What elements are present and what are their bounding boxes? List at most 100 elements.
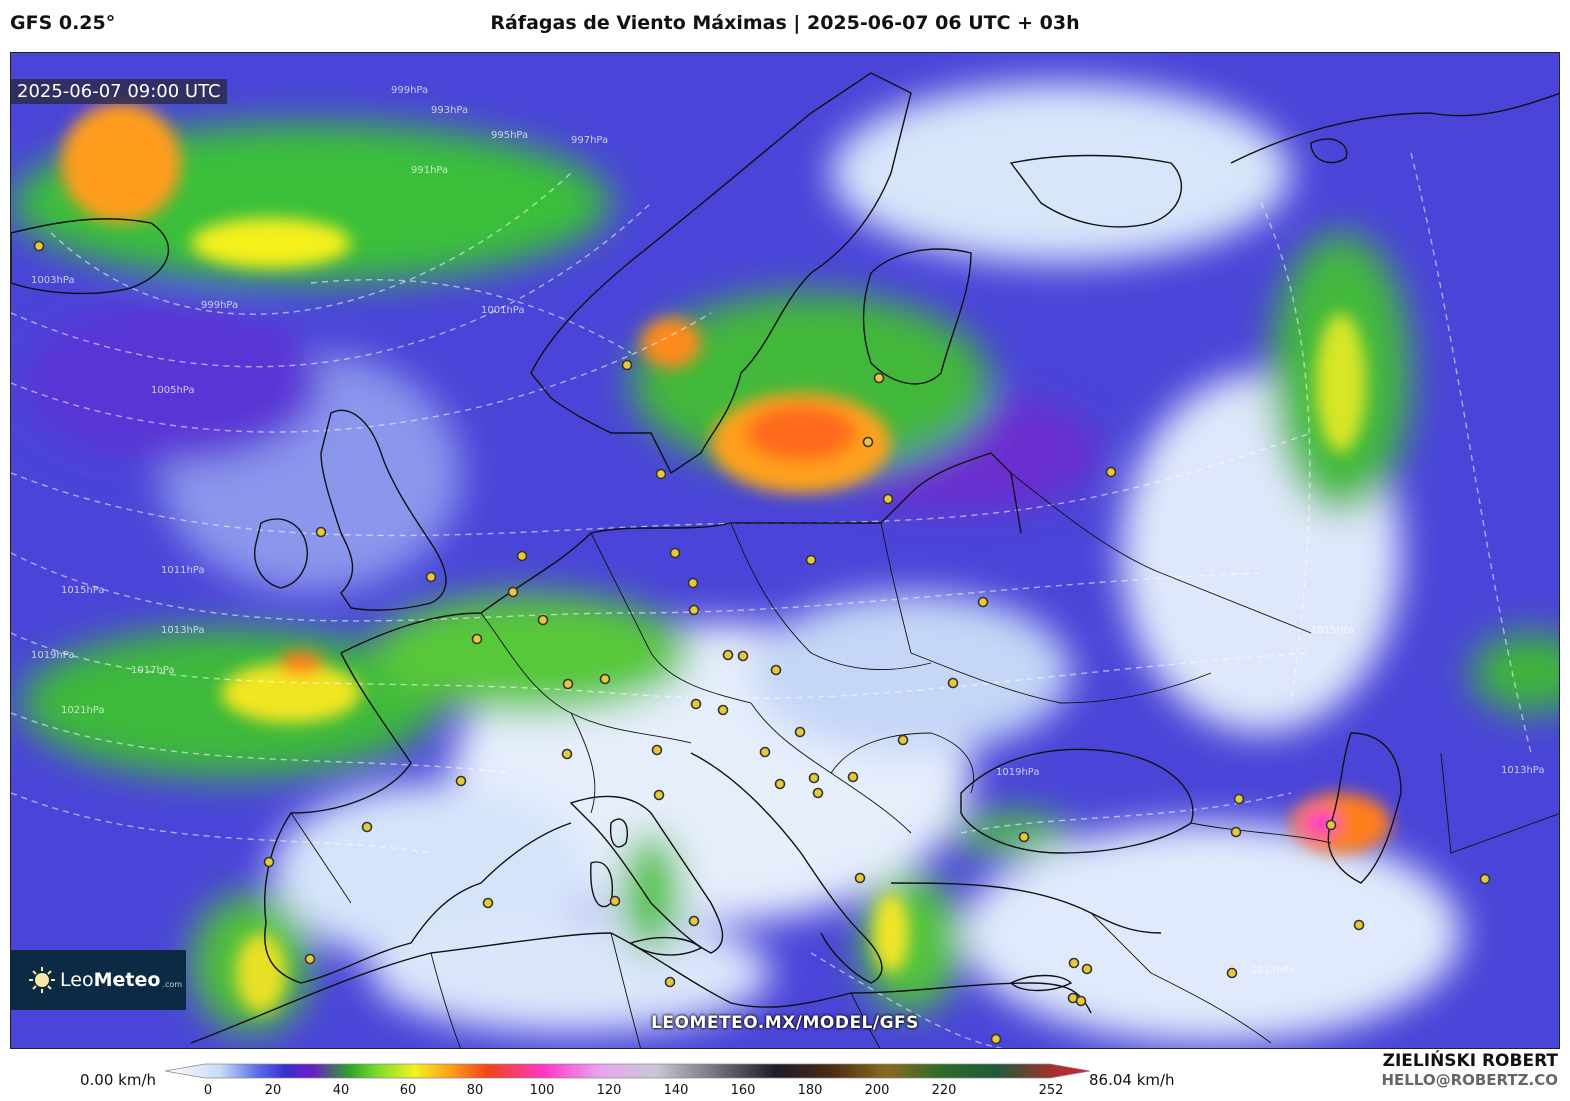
isobar-label: 995hPa bbox=[491, 130, 528, 141]
valid-time-label: 2025-06-07 09:00 UTC bbox=[11, 79, 227, 104]
colorbar-tick: 252 bbox=[1038, 1083, 1064, 1098]
logo-name: LeoMeteo bbox=[60, 969, 161, 991]
colorbar-min-label: 0.00 km/h bbox=[80, 1071, 157, 1089]
city-marker bbox=[1068, 957, 1080, 969]
leometeo-logo[interactable]: LeoMeteo .com bbox=[10, 950, 186, 1010]
city-marker bbox=[947, 677, 959, 689]
logo-suffix: .com bbox=[162, 979, 183, 989]
city-marker bbox=[653, 789, 665, 801]
city-marker bbox=[897, 734, 909, 746]
city-marker bbox=[455, 775, 467, 787]
city-marker bbox=[688, 915, 700, 927]
isobar-label: 993hPa bbox=[431, 105, 468, 116]
city-marker bbox=[361, 821, 373, 833]
city-marker bbox=[599, 673, 611, 685]
city-marker bbox=[1230, 826, 1242, 838]
colorbar-tick: 40 bbox=[332, 1083, 350, 1098]
city-marker bbox=[263, 856, 275, 868]
city-marker bbox=[621, 359, 633, 371]
city-marker bbox=[687, 577, 699, 589]
colorbar-ticks: 0 20 40 60 80 100 120 140 160 180 200 22… bbox=[0, 1083, 1570, 1101]
city-marker bbox=[561, 748, 573, 760]
city-marker bbox=[808, 772, 820, 784]
city-marker bbox=[1233, 793, 1245, 805]
city-marker bbox=[425, 571, 437, 583]
isobar-label: 1013hPa bbox=[1501, 765, 1545, 776]
colorbar-tick: 180 bbox=[797, 1083, 823, 1098]
colorbar bbox=[165, 1063, 1090, 1079]
colorbar-tick: 140 bbox=[663, 1083, 689, 1098]
isobar-label: 1003hPa bbox=[31, 275, 75, 286]
city-marker bbox=[669, 547, 681, 559]
colorbar-tick: 0 bbox=[203, 1083, 213, 1098]
city-marker bbox=[1075, 995, 1087, 1007]
city-marker bbox=[990, 1033, 1002, 1045]
city-marker bbox=[315, 526, 327, 538]
city-marker bbox=[1105, 466, 1117, 478]
wind-maxima bbox=[61, 103, 1391, 1013]
isobar-label: 1013hPa bbox=[161, 625, 205, 636]
colorbar-tick: 80 bbox=[466, 1083, 484, 1098]
city-marker bbox=[482, 897, 494, 909]
city-marker bbox=[1479, 873, 1491, 885]
isobar-label: 999hPa bbox=[201, 300, 238, 311]
author-name: ZIELIŃSKI ROBERT bbox=[1382, 1051, 1558, 1071]
city-marker bbox=[651, 744, 663, 756]
isobar-label: 1005hPa bbox=[151, 385, 195, 396]
model-label: GFS 0.25° bbox=[10, 12, 116, 34]
isobar-label: 999hPa bbox=[391, 85, 428, 96]
isobar-label: 1017hPa bbox=[131, 665, 175, 676]
city-marker bbox=[1325, 819, 1337, 831]
isobar-label: 1015hPa bbox=[61, 585, 105, 596]
colorbar-tick: 20 bbox=[264, 1083, 282, 1098]
sun-icon bbox=[29, 967, 55, 993]
colorbar-tick: 160 bbox=[730, 1083, 756, 1098]
isobar-label: 1011hPa bbox=[161, 565, 205, 576]
city-marker bbox=[770, 664, 782, 676]
city-marker bbox=[664, 976, 676, 988]
isobar-label: 1021hPa bbox=[61, 705, 105, 716]
city-marker bbox=[847, 771, 859, 783]
city-marker bbox=[805, 554, 817, 566]
city-marker bbox=[33, 240, 45, 252]
city-marker bbox=[690, 698, 702, 710]
map-canvas: 999hPa 993hPa 995hPa 997hPa 991hPa 999hP… bbox=[11, 53, 1559, 1048]
colorbar-tick: 100 bbox=[529, 1083, 555, 1098]
city-marker bbox=[1081, 963, 1093, 975]
colorbar-max-label: 86.04 km/h bbox=[1089, 1071, 1175, 1089]
city-marker bbox=[655, 468, 667, 480]
city-marker bbox=[1226, 967, 1238, 979]
colorbar-tick: 60 bbox=[399, 1083, 417, 1098]
city-marker bbox=[759, 746, 771, 758]
city-marker bbox=[812, 787, 824, 799]
city-marker bbox=[516, 550, 528, 562]
isobar-label: 991hPa bbox=[411, 165, 448, 176]
chart-title: Ráfagas de Viento Máximas | 2025-06-07 0… bbox=[490, 12, 1080, 34]
city-marker bbox=[609, 895, 621, 907]
city-markers bbox=[33, 240, 1491, 1045]
colorbar-tick: 120 bbox=[596, 1083, 622, 1098]
isobar-label: 1001hPa bbox=[481, 305, 525, 316]
city-marker bbox=[304, 953, 316, 965]
city-marker bbox=[537, 614, 549, 626]
isobar-label: 997hPa bbox=[571, 135, 608, 146]
isobar-label: 1019hPa bbox=[996, 767, 1040, 778]
city-marker bbox=[507, 586, 519, 598]
city-marker bbox=[562, 678, 574, 690]
city-marker bbox=[794, 726, 806, 738]
city-marker bbox=[873, 372, 885, 384]
author-email[interactable]: HELLO@ROBERTZ.CO bbox=[1381, 1071, 1558, 1089]
city-marker bbox=[688, 604, 700, 616]
city-marker bbox=[471, 633, 483, 645]
isobar-label: 1013hPa bbox=[1251, 965, 1295, 976]
country-borders bbox=[290, 472, 1559, 1048]
city-marker bbox=[977, 596, 989, 608]
city-marker bbox=[1353, 919, 1365, 931]
city-marker bbox=[882, 493, 894, 505]
wind-gust-map[interactable]: 999hPa 993hPa 995hPa 997hPa 991hPa 999hP… bbox=[10, 52, 1560, 1049]
source-watermark: LEOMETEO.MX/MODEL/GFS bbox=[651, 1013, 919, 1033]
isobar-label: 1019hPa bbox=[31, 650, 75, 661]
city-marker bbox=[717, 704, 729, 716]
city-marker bbox=[774, 778, 786, 790]
city-marker bbox=[1018, 831, 1030, 843]
